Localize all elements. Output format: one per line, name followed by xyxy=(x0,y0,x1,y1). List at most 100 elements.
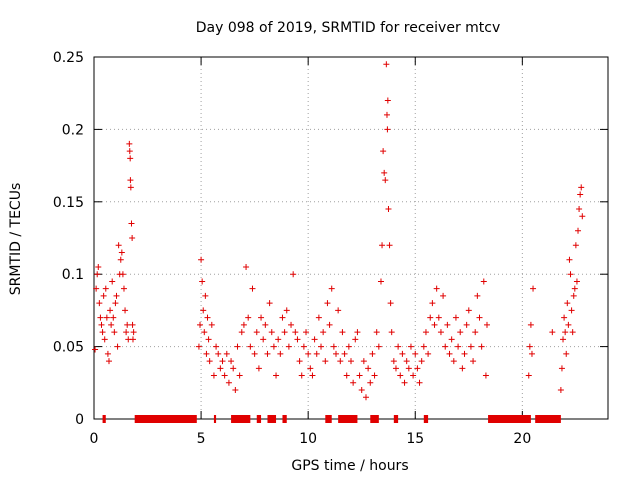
data-point xyxy=(127,184,134,191)
zero-band xyxy=(282,415,287,423)
data-point xyxy=(245,314,252,321)
data-point xyxy=(452,314,459,321)
chart-title: Day 098 of 2019, SRMTID for receiver mtc… xyxy=(196,20,501,36)
data-point xyxy=(197,321,204,328)
data-point xyxy=(324,300,331,307)
data-point xyxy=(482,372,489,379)
data-point xyxy=(386,242,393,249)
y-tick-label: 0.05 xyxy=(53,340,84,356)
data-point xyxy=(102,285,109,292)
zero-band xyxy=(213,415,217,423)
data-point xyxy=(448,336,455,343)
data-point xyxy=(249,285,256,292)
data-point xyxy=(564,300,571,307)
data-point xyxy=(251,350,258,357)
data-point xyxy=(264,350,271,357)
data-point xyxy=(270,343,277,350)
data-point xyxy=(343,372,350,379)
data-point xyxy=(463,321,470,328)
data-point xyxy=(377,278,384,285)
data-point xyxy=(322,358,329,365)
data-point xyxy=(576,206,583,213)
data-point xyxy=(307,365,314,372)
data-point xyxy=(288,321,295,328)
data-point xyxy=(526,343,533,350)
data-point xyxy=(247,343,254,350)
data-point xyxy=(313,350,320,357)
data-point xyxy=(577,191,584,198)
data-point xyxy=(444,321,451,328)
x-tick-label: 20 xyxy=(513,431,531,447)
data-point xyxy=(118,249,125,256)
data-point xyxy=(562,329,569,336)
data-point xyxy=(561,314,568,321)
data-point xyxy=(478,343,485,350)
data-point xyxy=(111,329,118,336)
data-point xyxy=(435,314,442,321)
data-point xyxy=(234,343,241,350)
data-point xyxy=(107,307,114,314)
zero-band xyxy=(267,415,277,423)
data-point xyxy=(203,350,210,357)
data-point xyxy=(341,350,348,357)
zero-band xyxy=(370,415,379,423)
zero-band xyxy=(231,415,251,423)
data-point xyxy=(221,372,228,379)
data-point xyxy=(465,307,472,314)
grid xyxy=(94,57,608,419)
data-point xyxy=(395,343,402,350)
data-point xyxy=(470,358,477,365)
data-point xyxy=(425,350,432,357)
zero-band xyxy=(134,415,197,423)
data-point xyxy=(122,307,129,314)
zero-value-bands xyxy=(102,415,561,423)
data-point xyxy=(283,307,290,314)
data-point xyxy=(418,358,425,365)
data-point xyxy=(399,350,406,357)
data-point xyxy=(483,321,490,328)
data-point xyxy=(126,140,133,147)
data-point xyxy=(380,148,387,155)
data-point xyxy=(199,278,206,285)
data-point xyxy=(328,285,335,292)
data-point xyxy=(571,285,578,292)
data-point xyxy=(578,184,585,191)
data-point xyxy=(384,97,391,104)
data-point xyxy=(95,263,102,270)
data-point xyxy=(268,329,275,336)
data-point xyxy=(557,387,564,394)
data-point xyxy=(110,314,117,321)
data-point xyxy=(292,329,299,336)
y-tick-label: 0.15 xyxy=(53,195,84,211)
data-point xyxy=(373,329,380,336)
data-point xyxy=(528,350,535,357)
data-point xyxy=(240,321,247,328)
zero-band xyxy=(256,415,262,423)
data-point xyxy=(97,314,104,321)
data-point xyxy=(100,292,107,299)
data-point xyxy=(112,300,119,307)
data-point xyxy=(215,350,222,357)
data-point xyxy=(127,177,134,184)
data-point xyxy=(275,336,282,343)
data-point xyxy=(124,321,131,328)
data-point xyxy=(403,358,410,365)
data-point xyxy=(120,285,127,292)
data-point xyxy=(326,321,333,328)
data-point xyxy=(217,365,224,372)
data-point xyxy=(573,278,580,285)
data-point xyxy=(236,372,243,379)
data-point xyxy=(360,358,367,365)
data-point xyxy=(579,213,586,220)
data-point xyxy=(129,321,136,328)
data-point xyxy=(96,300,103,307)
data-point xyxy=(305,350,312,357)
data-point xyxy=(255,365,262,372)
axis-ticks: 0 0.05 0.1 0.15 0.2 0.25 0 5 10 15 20 xyxy=(53,50,608,447)
data-point xyxy=(93,285,100,292)
data-point xyxy=(420,343,427,350)
data-point xyxy=(311,336,318,343)
data-point xyxy=(201,329,208,336)
data-point xyxy=(238,329,245,336)
zero-band xyxy=(393,415,399,423)
